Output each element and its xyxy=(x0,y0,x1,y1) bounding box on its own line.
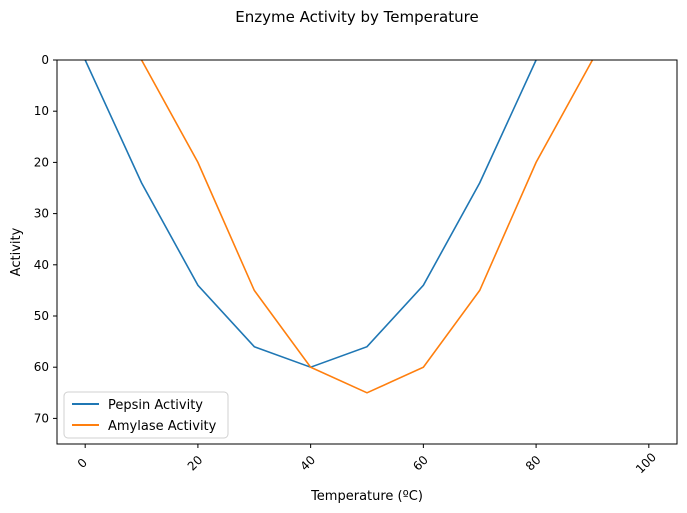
legend: Pepsin Activity Amylase Activity xyxy=(63,391,229,439)
series-line-amylase xyxy=(140,60,594,394)
y-tick-label: 0 xyxy=(41,53,49,67)
x-tick-label: 80 xyxy=(523,453,544,474)
y-axis-label: Activity xyxy=(9,227,24,276)
y-tick-label: 40 xyxy=(34,258,49,272)
x-tick-label: 40 xyxy=(297,453,318,474)
y-tick-label: 20 xyxy=(34,155,49,169)
x-tick-label: 100 xyxy=(633,450,659,476)
x-axis-label: Temperature (ºC) xyxy=(310,489,423,504)
legend-label-pepsin: Pepsin Activity xyxy=(108,398,203,413)
series-line-pepsin xyxy=(84,60,537,369)
y-tick-label: 60 xyxy=(34,360,49,374)
y-tick-label: 70 xyxy=(34,411,49,425)
x-tick-label: 60 xyxy=(410,453,431,474)
x-tick-label: 0 xyxy=(75,456,90,471)
plot-frame xyxy=(56,59,678,445)
y-tick-label: 10 xyxy=(34,104,49,118)
y-tick-label: 30 xyxy=(34,207,49,221)
chart-title: Enzyme Activity by Temperature xyxy=(235,8,478,26)
legend-label-amylase: Amylase Activity xyxy=(108,419,217,434)
x-tick-label: 20 xyxy=(185,453,206,474)
legend-box xyxy=(63,391,229,439)
y-axis: 0 10 20 30 40 50 60 70 xyxy=(34,53,57,425)
series-layer xyxy=(84,60,594,394)
x-axis: 0 20 40 60 80 100 xyxy=(75,444,659,476)
y-tick-label: 50 xyxy=(34,309,49,323)
